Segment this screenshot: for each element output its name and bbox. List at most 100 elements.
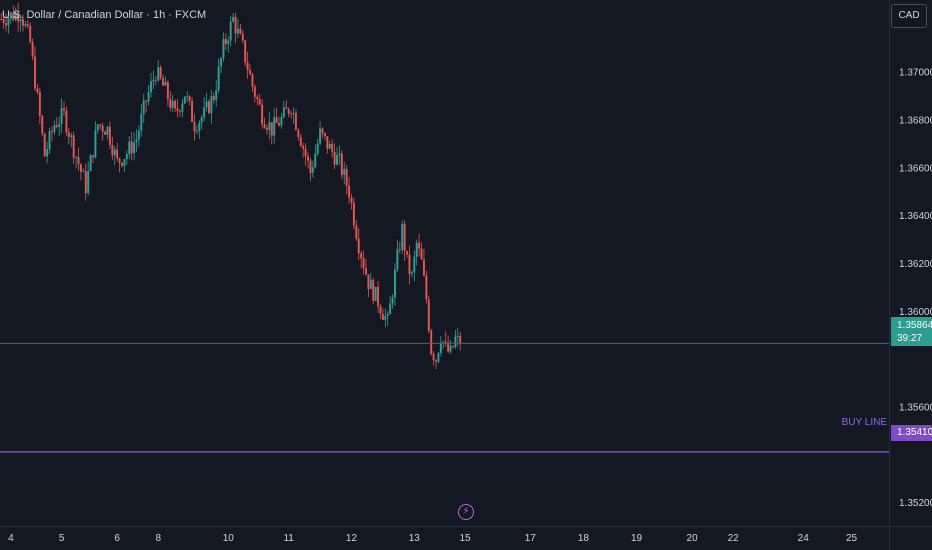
candle-body: [283, 107, 285, 117]
candle-body: [423, 259, 425, 275]
candle-body: [375, 287, 377, 301]
candle-body: [433, 354, 435, 360]
candle-body: [99, 124, 101, 125]
candle-body: [276, 117, 278, 123]
candle-body: [302, 146, 304, 149]
candle-body: [210, 96, 212, 113]
time-tick-label: 4: [8, 533, 14, 544]
candle-body: [65, 110, 67, 132]
candle-body: [239, 29, 241, 34]
candle-body: [133, 142, 135, 153]
candle-body: [215, 90, 217, 100]
candle-body: [46, 149, 48, 156]
price-tick-label: 1.37000: [899, 68, 932, 79]
candle-body: [392, 298, 394, 304]
time-tick-label: 24: [798, 533, 810, 544]
candle-body: [119, 158, 121, 162]
candle-body: [326, 136, 328, 149]
time-tick-label: 15: [459, 533, 471, 544]
candle-body: [365, 268, 367, 275]
candle-body: [32, 42, 34, 56]
time-tick-label: 10: [223, 533, 235, 544]
candle-body: [181, 103, 183, 112]
candle-body: [174, 101, 176, 108]
time-axis[interactable]: 4 5 6 8 10 11 12 13 15 17 18 19 20 22 24 25: [8, 533, 857, 544]
candle-body: [305, 149, 307, 156]
candle-body: [39, 92, 41, 116]
candle-body: [27, 24, 29, 26]
candle-body: [367, 275, 369, 290]
candle-body: [319, 129, 321, 144]
candle-body: [189, 96, 191, 101]
time-tick-label: 12: [346, 533, 358, 544]
candle-body: [63, 108, 65, 110]
current-price-value: 1.35864: [897, 319, 932, 332]
candle-body: [351, 198, 353, 203]
candle-body: [126, 154, 128, 159]
candle-body: [61, 108, 63, 124]
candle-body: [394, 269, 396, 297]
currency-button[interactable]: CAD: [891, 4, 927, 28]
candle-body: [452, 346, 454, 347]
candle-body: [131, 142, 133, 153]
candle-body: [5, 23, 7, 25]
candle-body: [184, 96, 186, 103]
price-tick-label: 1.36400: [899, 211, 932, 222]
candle-body: [155, 80, 157, 81]
candle-body: [437, 353, 439, 362]
candle-body: [220, 58, 222, 66]
candle-body: [80, 164, 82, 171]
candle-body: [387, 314, 389, 316]
candle-body: [459, 336, 461, 343]
candle-body: [396, 249, 398, 269]
candle-body: [324, 133, 326, 136]
candle-body: [191, 101, 193, 122]
candle-body: [334, 152, 336, 165]
candle-body: [169, 99, 171, 108]
candle-body: [331, 144, 333, 152]
time-tick-label: 22: [728, 533, 740, 544]
candle-body: [404, 224, 406, 251]
price-tick-label: 1.36200: [899, 259, 932, 270]
time-tick-label: 18: [578, 533, 590, 544]
candle-body: [409, 254, 411, 273]
candle-body: [317, 144, 319, 154]
candle-body: [440, 342, 442, 352]
candle-body: [450, 346, 452, 351]
candle-body: [322, 129, 324, 134]
lightning-icon[interactable]: ⚡: [458, 504, 474, 520]
chart-title: U.S. Dollar / Canadian Dollar · 1h · FXC…: [2, 9, 206, 21]
candle-body: [225, 39, 227, 44]
candle-body: [336, 155, 338, 164]
candle-body: [273, 117, 275, 135]
candle-body: [109, 127, 111, 145]
candle-body: [160, 67, 162, 78]
candle-body: [341, 154, 343, 175]
candle-body: [58, 124, 60, 127]
candle-body: [97, 124, 99, 130]
candle-body: [360, 253, 362, 258]
candle-body: [92, 155, 94, 157]
candle-body: [288, 109, 290, 114]
candle-body: [256, 97, 258, 99]
candle-body: [237, 29, 239, 34]
candle-body: [222, 39, 224, 58]
current-price-tag: 1.35864 39:27: [891, 317, 932, 346]
candle-body: [425, 275, 427, 299]
price-tick-label: 1.35200: [899, 498, 932, 509]
candle-body: [82, 171, 84, 172]
candle-body: [201, 117, 203, 122]
candle-body: [102, 126, 104, 132]
candle-body: [128, 142, 130, 155]
candle-body: [123, 159, 125, 166]
candle-body: [413, 257, 415, 273]
time-tick-label: 25: [846, 533, 858, 544]
candle-body: [338, 154, 340, 155]
candle-body: [285, 107, 287, 109]
time-tick-label: 8: [155, 533, 161, 544]
candle-body: [418, 243, 420, 249]
price-axis[interactable]: 1.37000 1.36800 1.36600 1.36400 1.36200 1.360…: [899, 68, 932, 509]
candle-body: [235, 17, 237, 33]
